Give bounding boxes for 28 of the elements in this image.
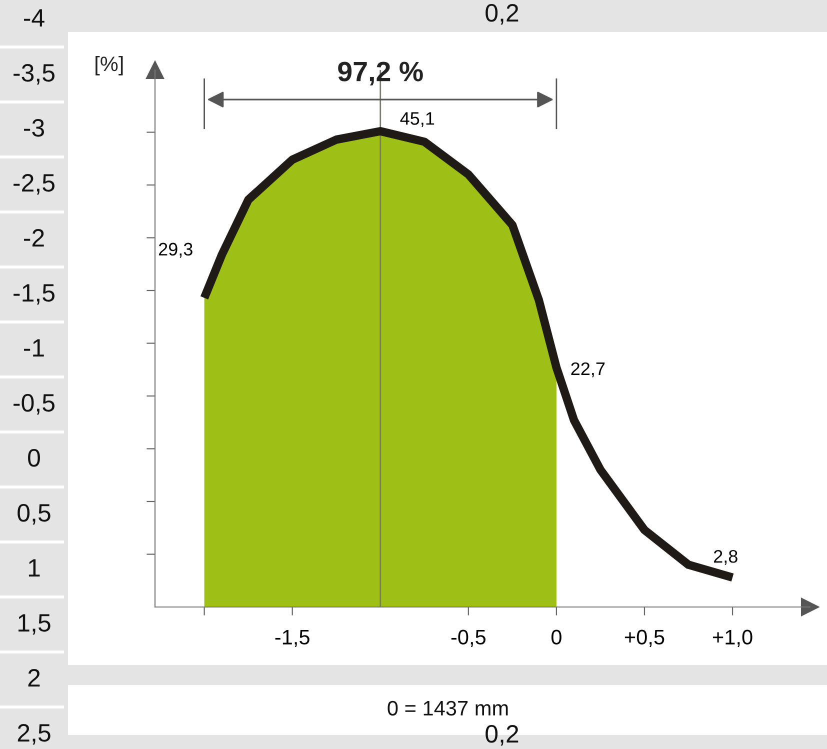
text: -1 xyxy=(24,339,44,356)
text: -2 xyxy=(24,229,44,246)
text: 2 xyxy=(28,669,40,686)
text: 1,5 xyxy=(18,614,50,635)
text: -2,5 xyxy=(14,174,54,195)
text: -3,5 xyxy=(14,64,54,85)
text: 2,5 xyxy=(18,724,50,745)
text: -0,5 xyxy=(14,394,54,415)
data-label: 45,1 xyxy=(400,112,434,127)
data-label: 2,8 xyxy=(714,550,738,565)
data-label: 29,3 xyxy=(158,242,192,258)
text: 0,2 xyxy=(486,725,518,746)
text: -1,5 xyxy=(14,284,54,305)
x-tick-label: -0,5 xyxy=(451,630,486,647)
x-tick-label: 0 xyxy=(551,630,562,645)
data-label: 22,7 xyxy=(571,362,605,378)
text: 0 = 1437 mm xyxy=(388,700,508,716)
x-tick-label: +0,5 xyxy=(624,630,664,647)
text: 1 xyxy=(28,559,40,576)
text: -4 xyxy=(24,9,44,26)
text: 0,5 xyxy=(18,504,50,525)
x-tick-label: +1,0 xyxy=(712,630,752,647)
annotation: 97,2 % xyxy=(338,62,423,86)
text: 0,2 xyxy=(486,4,518,25)
x-tick-label: -1,5 xyxy=(275,630,310,647)
y-axis-title: [%] xyxy=(96,56,123,76)
text: -3 xyxy=(24,119,44,137)
text: 0 xyxy=(28,449,40,467)
